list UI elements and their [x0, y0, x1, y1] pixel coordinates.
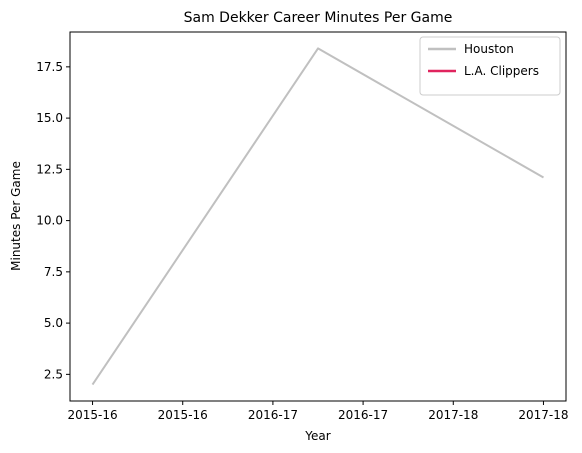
- y-axis: 2.5 5.0 7.5 10.0 12.5 15.0 17.5: [36, 60, 70, 381]
- x-tick-label: 2017-18: [518, 408, 568, 422]
- legend-label: Houston: [464, 42, 514, 56]
- y-tick-label: 15.0: [36, 111, 63, 125]
- plot-area: [91, 47, 544, 386]
- y-axis-label: Minutes Per Game: [9, 161, 23, 271]
- x-axis: 2015-16 2015-16 2016-17 2016-17 2017-18 2017-…: [67, 401, 569, 422]
- chart-title: Sam Dekker Career Minutes Per Game: [184, 10, 453, 26]
- x-tick-label: 2016-17: [338, 408, 388, 422]
- legend: Houston L.A. Clippers: [419, 36, 561, 96]
- x-tick-label: 2015-16: [67, 408, 117, 422]
- plot-frame: [69, 31, 567, 402]
- y-tick-label: 2.5: [44, 367, 63, 381]
- y-tick-label: 17.5: [36, 60, 63, 74]
- x-tick-label: 2016-17: [248, 408, 298, 422]
- y-tick-label: 12.5: [36, 162, 63, 176]
- legend-box: [419, 36, 561, 96]
- x-tick-label: 2015-16: [158, 408, 208, 422]
- y-tick-label: 5.0: [44, 316, 63, 330]
- y-tick-label: 10.0: [36, 214, 63, 228]
- y-tick-label: 7.5: [44, 265, 63, 279]
- legend-label: L.A. Clippers: [464, 64, 539, 78]
- x-axis-label: Year: [304, 429, 330, 443]
- x-tick-label: 2017-18: [428, 408, 478, 422]
